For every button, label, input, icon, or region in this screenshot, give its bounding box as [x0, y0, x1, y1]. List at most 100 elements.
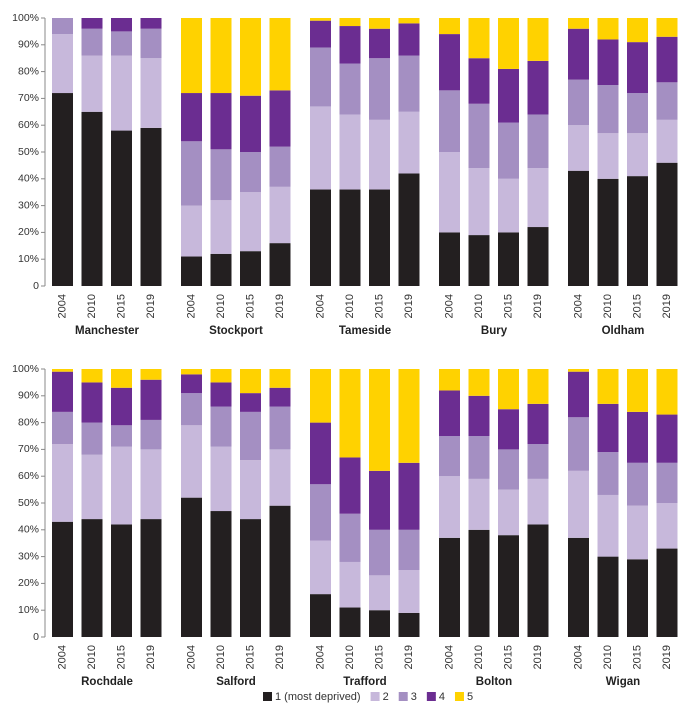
bar-segment	[656, 36, 678, 83]
x-tick-label: 2004	[56, 294, 68, 318]
bar-segment	[181, 497, 202, 637]
bar-segment	[240, 192, 261, 252]
bar-segment	[210, 18, 232, 94]
bar-segment	[52, 521, 73, 637]
bar-segment	[398, 462, 420, 530]
x-tick-label: 2015	[373, 294, 385, 318]
bar-segment	[140, 58, 162, 128]
bar-segment	[627, 93, 648, 134]
bar-segment	[398, 612, 420, 637]
legend-label: 3	[411, 691, 417, 703]
bar-segment	[111, 446, 132, 525]
bar-segment	[627, 559, 648, 637]
bar-segment	[369, 610, 390, 637]
x-tick-label: 2019	[532, 645, 544, 669]
x-tick-label: 2010	[602, 645, 614, 669]
y-tick-label: 50%	[18, 146, 39, 158]
bar-segment	[468, 58, 490, 104]
bar-segment	[527, 478, 549, 525]
group-label: Bury	[481, 325, 508, 337]
bar-segment	[498, 449, 519, 490]
x-tick-label: 2015	[502, 294, 514, 318]
bar-segment	[240, 411, 261, 461]
x-tick-label: 2019	[274, 645, 286, 669]
bar-segment	[269, 146, 291, 187]
x-tick-label: 2010	[86, 645, 98, 669]
bar-segment	[597, 369, 619, 404]
bar-segment	[81, 369, 103, 383]
bar-segment	[527, 524, 549, 637]
bar-segment	[568, 79, 589, 126]
bar-segment	[140, 449, 162, 520]
bar-segment	[568, 28, 589, 80]
y-tick-label: 0	[33, 280, 39, 292]
bar-segment	[52, 34, 73, 94]
group-label: Bolton	[476, 676, 512, 688]
bar-segment	[310, 47, 331, 107]
bar-segment	[310, 484, 331, 541]
legend-label: 4	[439, 691, 445, 703]
bar-segment	[52, 369, 73, 372]
bar-segment	[181, 141, 202, 206]
bar-segment	[210, 446, 232, 512]
bar-segment	[269, 406, 291, 450]
bar-segment	[310, 106, 331, 190]
bar-segment	[269, 505, 291, 637]
legend-swatch	[426, 692, 436, 701]
x-tick-label: 2015	[115, 294, 127, 318]
bar-segment	[269, 18, 291, 91]
bar-segment	[269, 387, 291, 407]
bar-segment	[111, 31, 132, 56]
bar-segment	[498, 232, 519, 286]
x-tick-label: 2015	[373, 645, 385, 669]
bar-segment	[111, 387, 132, 426]
bar-segment	[398, 173, 420, 286]
group-label: Salford	[216, 676, 256, 688]
bar-segment	[339, 607, 361, 637]
bar-segment	[181, 205, 202, 257]
bar-segment	[369, 470, 390, 530]
bar-segment	[181, 93, 202, 142]
bar-segment	[568, 369, 589, 372]
bar-segment	[81, 382, 103, 423]
bar-segment	[111, 369, 132, 388]
bar-segment	[439, 369, 460, 391]
bar-segment	[627, 18, 648, 43]
bar-segment	[398, 369, 420, 463]
legend-swatch	[398, 692, 408, 701]
legend-label: 1 (most deprived)	[275, 691, 361, 703]
x-tick-label: 2015	[244, 294, 256, 318]
bar-segment	[111, 524, 132, 637]
x-tick-label: 2015	[244, 645, 256, 669]
bar-segment	[81, 454, 103, 520]
bar-segment	[52, 371, 73, 412]
bar-segment	[240, 369, 261, 394]
bar-segment	[398, 18, 420, 24]
x-tick-label: 2004	[185, 294, 197, 318]
bar-segment	[468, 103, 490, 169]
bar-segment	[468, 395, 490, 436]
bar-segment	[140, 519, 162, 637]
bar-segment	[398, 23, 420, 56]
bar-segment	[568, 470, 589, 538]
group-label: Rochdale	[81, 676, 133, 688]
y-tick-label: 30%	[18, 550, 39, 562]
x-tick-label: 2004	[443, 645, 455, 669]
group-label: Stockport	[209, 325, 263, 337]
legend-swatch	[454, 692, 464, 701]
bar-segment	[140, 28, 162, 59]
group-label: Trafford	[343, 676, 386, 688]
bar-segment	[656, 414, 678, 463]
bar-segment	[240, 251, 261, 286]
x-tick-label: 2019	[403, 645, 415, 669]
bar-segment	[339, 369, 361, 458]
legend-swatch	[263, 692, 272, 701]
bar-segment	[627, 176, 648, 286]
bar-segment	[439, 390, 460, 436]
bar-segment	[527, 60, 549, 115]
bar-segment	[597, 133, 619, 179]
y-tick-label: 20%	[18, 226, 39, 238]
bar-segment	[310, 20, 331, 48]
bar-segment	[81, 55, 103, 112]
bar-segment	[339, 26, 361, 64]
